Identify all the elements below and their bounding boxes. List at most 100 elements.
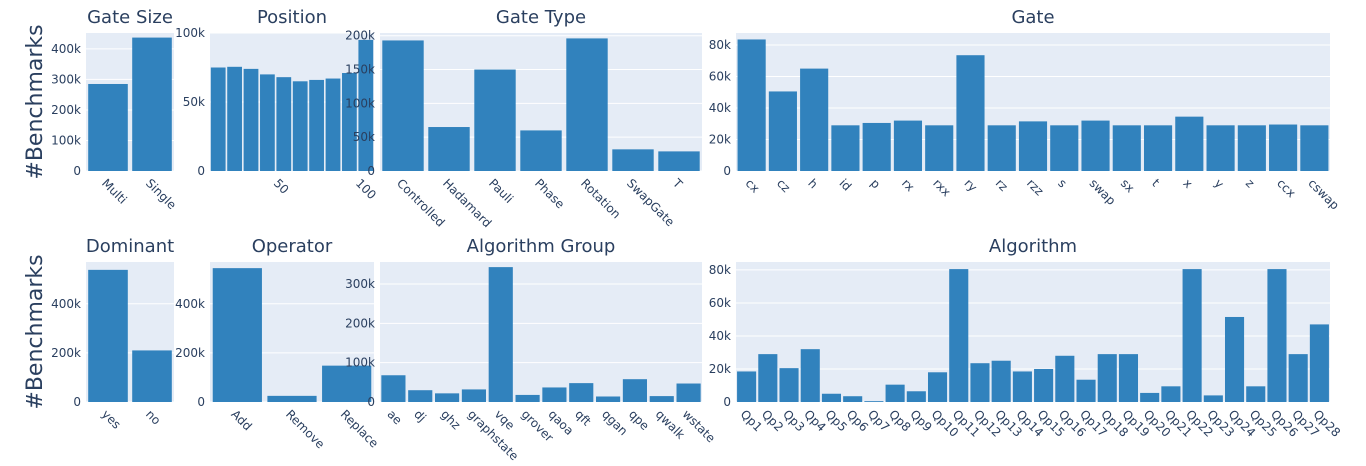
x-tick-label: Qp8 (886, 407, 913, 434)
bar (737, 39, 766, 171)
bar (596, 396, 621, 402)
y-tick-label: 0 (367, 395, 375, 409)
bar (649, 396, 674, 402)
y-tick-label: 80k (709, 263, 731, 277)
bar (1112, 125, 1141, 171)
x-tick-label: ccx (1274, 176, 1298, 200)
x-tick-label: x (1180, 176, 1195, 191)
y-tick-label: 300k (51, 72, 81, 86)
bar (1267, 269, 1287, 402)
x-tick-label: wstate (680, 407, 718, 445)
bar (292, 81, 308, 171)
y-tick-label: 0 (197, 164, 205, 178)
bar (1224, 316, 1245, 402)
bar (658, 151, 700, 171)
x-tick-label: Rotation (578, 176, 623, 221)
y-tick-label: 50k (183, 95, 205, 109)
y-tick-label: 0 (367, 164, 375, 178)
y-tick-label: 200k (345, 29, 375, 43)
bar (1175, 116, 1204, 171)
x-tick-label: s (1055, 176, 1069, 190)
bar (1076, 379, 1096, 402)
y-tick-label: 200k (51, 346, 81, 360)
chart-title: Gate Type (496, 7, 586, 28)
bar (515, 394, 540, 402)
bar (325, 78, 341, 171)
x-tick-label: id (836, 176, 854, 194)
y-tick-label: 0 (73, 395, 81, 409)
x-tick-label: Qp3 (780, 407, 807, 434)
bar (260, 74, 275, 171)
y-tick-label: 400k (51, 297, 81, 311)
chart-title: Algorithm Group (467, 236, 616, 257)
x-tick-label: cx (743, 176, 763, 196)
x-tick-label: yes (99, 407, 124, 432)
x-tick-label: t (1149, 176, 1162, 189)
bar (1097, 354, 1117, 402)
bar (381, 375, 406, 402)
x-tick-label: Qp4 (801, 407, 828, 434)
x-tick-label: Qp5 (823, 407, 850, 434)
y-tick-label: 100k (175, 26, 205, 40)
bar (927, 372, 948, 402)
bar (949, 269, 969, 402)
bar (382, 40, 424, 171)
bar (831, 125, 860, 171)
x-tick-label: h (805, 176, 820, 191)
x-tick-label: rxx (930, 176, 953, 199)
x-tick-label: Pauli (486, 176, 516, 206)
bar (1055, 355, 1075, 402)
bar (88, 83, 128, 171)
y-tick-label: 80k (709, 38, 731, 52)
bar (768, 91, 797, 171)
y-tick-label: 0 (723, 395, 731, 409)
x-tick-label: swap (1087, 176, 1119, 208)
x-tick-label: rzz (1024, 176, 1046, 198)
x-tick-label: Replace (338, 407, 381, 450)
y-tick-label: 300k (345, 277, 375, 291)
x-tick-label: SwapGate (624, 176, 677, 229)
x-tick-label: dj (411, 407, 429, 425)
x-tick-label: Qp2 (759, 407, 786, 434)
bar (956, 55, 985, 172)
bar (1050, 125, 1079, 171)
bar (1018, 121, 1048, 171)
bar (800, 349, 820, 402)
x-tick-label: p (868, 176, 883, 191)
x-tick-label: Remove (283, 407, 327, 451)
x-tick-label: Qp9 (907, 407, 934, 434)
chart-title: Dominant (86, 236, 174, 257)
x-tick-label: 50 (271, 176, 292, 197)
bar (276, 77, 292, 171)
x-tick-label: Phase (532, 176, 567, 211)
chart-title: Gate Size (87, 7, 173, 28)
y-tick-label: 150k (345, 63, 375, 77)
x-tick-label: qwalk (653, 407, 688, 442)
y-tick-label: 0 (197, 395, 205, 409)
x-tick-label: ghz (438, 407, 463, 432)
bar (864, 401, 884, 402)
bar (821, 393, 842, 402)
bar (435, 393, 460, 402)
bar (132, 350, 172, 402)
x-tick-label: z (1243, 176, 1257, 190)
x-tick-label: Qp7 (865, 407, 892, 434)
bar (987, 125, 1016, 171)
bar (1300, 125, 1329, 171)
bar (758, 354, 778, 402)
bar (1182, 269, 1202, 402)
y-tick-label: 100k (345, 96, 375, 110)
x-tick-label: no (143, 407, 163, 427)
y-tick-label: 60k (709, 69, 731, 83)
bar (227, 66, 242, 171)
x-tick-label: Add (228, 407, 254, 433)
bar (461, 389, 486, 402)
y-tick-label: 50k (353, 130, 375, 144)
x-tick-label: cswap (1305, 176, 1342, 213)
x-tick-label: Qp1 (738, 407, 765, 434)
y-tick-label: 60k (709, 296, 731, 310)
x-tick-label: Qp6 (844, 407, 871, 434)
bar (906, 391, 926, 402)
bar (885, 384, 905, 402)
bar (267, 395, 317, 402)
